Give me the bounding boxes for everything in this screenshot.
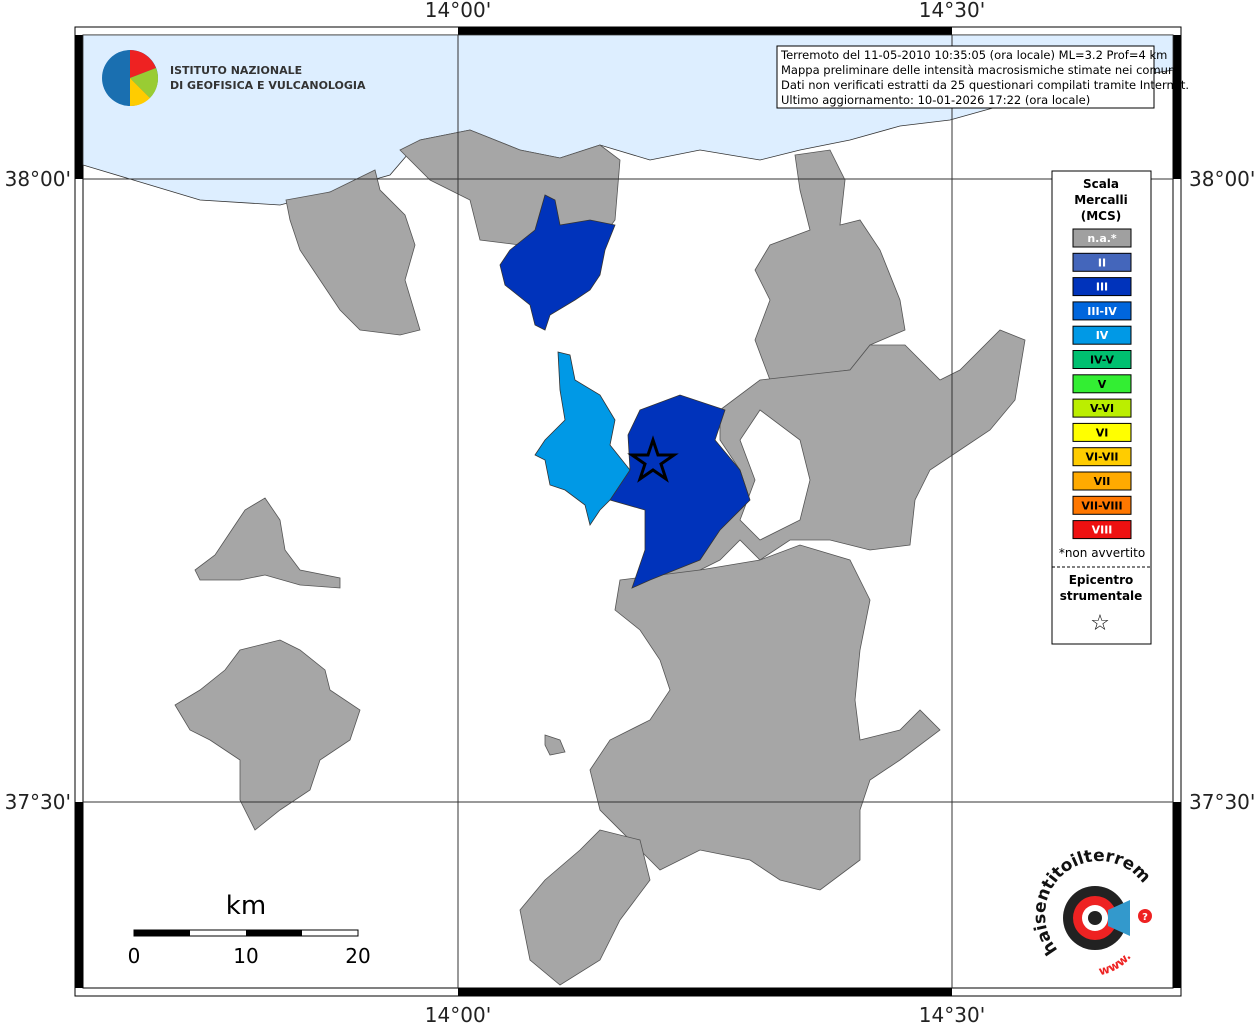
info-line: Dati non verificati estratti da 25 quest… [781,78,1189,92]
legend-swatch [1072,350,1132,369]
scale-bar: km 0 10 20 [128,891,371,968]
epicenter [627,435,679,483]
scale-unit: km [226,891,266,921]
info-line: Ultimo aggiornamento: 10-01-2026 17:22 (… [781,93,1090,107]
legend-label: III [1096,281,1108,294]
legend-label: III-IV [1087,305,1117,318]
logo-sector [130,78,150,107]
legend-swatch [1072,301,1132,321]
axis-label: 14°00' [425,1003,491,1024]
institute-logo: ISTITUTO NAZIONALE DI GEOFISICA E VULCAN… [102,50,366,107]
legend-swatch [1072,325,1132,345]
legend-epicenter-symbol: ☆ [1090,611,1110,636]
axis-label: 37°30' [5,790,71,814]
info-box [776,45,1155,109]
region-iii-center [609,394,751,589]
legend-swatch [1072,422,1132,442]
legend-swatch [1072,374,1132,394]
logo-sector [130,68,159,98]
scale-label: 20 [345,944,370,968]
legend-title: Scala [1083,177,1119,191]
info-line: Terremoto del 11-05-2010 10:35:05 (ora l… [780,48,1167,62]
legend-swatch [1072,277,1132,297]
axis-labels: 14°00' 14°30' 14°00' 14°30' 38°00' 37°30' 38°0… [5,0,1254,1024]
legend-epicenter: strumentale [1060,589,1143,603]
legend-note: *non avvertito [1059,546,1145,560]
legend-label: IV-V [1090,354,1115,367]
legend-title: (MCS) [1081,209,1122,223]
legend-label: V-VI [1090,402,1114,415]
legend-swatch [1072,447,1132,467]
axis-label: 38°00' [5,167,71,191]
logo-sector [130,50,156,78]
region-iii-north [499,194,616,331]
logo-line: DI GEOFISICA E VULCANOLOGIA [170,79,366,92]
scale-label: 10 [233,944,258,968]
legend: ScalaMercalli(MCS)n.a.*IIIIIIII-IVIVIV-V… [1059,177,1145,636]
legend-label: VI-VII [1085,451,1118,464]
legend-epicenter: Epicentro [1069,573,1134,587]
axis-label: 14°30' [919,1003,985,1024]
legend-swatch [1072,252,1132,272]
axis-label: 38°00' [1189,167,1254,191]
logo-line: ISTITUTO NAZIONALE [170,64,302,77]
legend-swatch [1072,520,1132,540]
legend-swatch [1072,495,1132,515]
info-line: Mappa preliminare delle intensità macros… [781,63,1178,77]
legend-label: VII-VIII [1081,499,1122,512]
legend-label: VIII [1092,524,1113,537]
legend-label: IV [1096,329,1109,342]
axis-label: 14°00' [425,0,491,22]
graticule [83,35,1173,988]
region-iv [534,351,631,526]
axis-label: 14°30' [919,0,985,22]
legend-swatch [1072,228,1132,248]
logo-mark: ? [1142,912,1148,923]
municipalities [174,129,1026,986]
legend-swatch [1072,398,1132,418]
legend-label: VI [1096,426,1109,439]
legend-label: V [1098,378,1107,391]
legend-label: n.a.* [1087,232,1117,245]
frame-bars [75,27,1181,996]
legend-title: Mercalli [1074,193,1128,207]
axis-label: 37°30' [1189,790,1254,814]
scale-label: 0 [128,944,141,968]
info-text: Terremoto del 11-05-2010 10:35:05 (ora l… [780,48,1189,107]
legend-swatch [1072,471,1132,491]
legend-label: II [1098,256,1106,269]
legend-label: VII [1094,475,1111,488]
